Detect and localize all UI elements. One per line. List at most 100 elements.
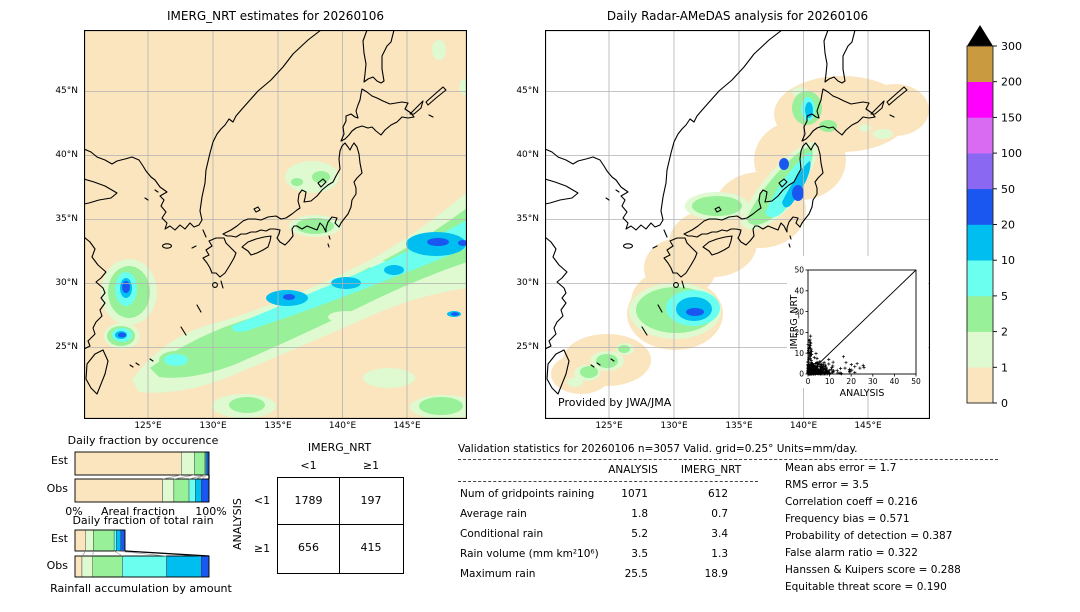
svg-text:50: 50 xyxy=(1001,183,1015,196)
stat-row-imerg: 1.3 xyxy=(711,548,728,560)
rmap-ytick: 45°N xyxy=(516,85,539,96)
rmap-ytick: 35°N xyxy=(516,213,539,224)
rmap-xtick: 125°E xyxy=(595,421,623,431)
stat-row-imerg: 18.9 xyxy=(704,568,728,580)
rmap-xtick: 145°E xyxy=(854,421,882,431)
svg-text:0: 0 xyxy=(806,377,811,386)
stat-row-imerg: 612 xyxy=(707,488,728,500)
lmap-ytick: 40°N xyxy=(55,149,78,160)
contingency-row-header: ANALYSIS xyxy=(231,498,244,551)
svg-text:2: 2 xyxy=(1001,326,1008,339)
svg-text:10: 10 xyxy=(1001,254,1015,267)
occurrence-x0-label: 0% xyxy=(65,505,83,518)
total-rain-bars xyxy=(74,529,210,578)
radar-amedas-map: 0 10 20 30 40 50 0 10 20 30 40 50 ANALYSIS IMERG_NR… xyxy=(545,30,930,419)
lmap-ytick: 45°N xyxy=(55,85,78,96)
score-line: Equitable threat score = 0.190 xyxy=(785,581,947,593)
occurrence-row-label-obs: Obs xyxy=(46,482,68,495)
right-map-title: Daily Radar-AMeDAS analysis for 20260106 xyxy=(606,9,869,23)
svg-text:150: 150 xyxy=(1001,111,1022,124)
contingency-col-label-ge1: ≥1 xyxy=(362,459,380,472)
contingency-col-label-lt1: <1 xyxy=(300,459,317,472)
svg-text:100: 100 xyxy=(1001,147,1022,160)
svg-text:0: 0 xyxy=(1001,397,1008,410)
lmap-ytick: 30°N xyxy=(55,277,78,288)
score-line: Hanssen & Kuipers score = 0.288 xyxy=(785,564,961,576)
stat-row-analysis: 1071 xyxy=(621,488,648,500)
svg-text:20: 20 xyxy=(846,377,856,386)
lmap-xtick: 135°E xyxy=(264,421,292,431)
score-line: False alarm ratio = 0.322 xyxy=(785,547,918,559)
stat-row-analysis: 1.8 xyxy=(631,508,648,520)
scatter-inset: 0 10 20 30 40 50 0 10 20 30 40 50 ANALYSIS IMERG_NR… xyxy=(787,256,928,399)
contingency-col-header: IMERG_NRT xyxy=(307,441,372,454)
rmap-xtick: 130°E xyxy=(660,421,688,431)
svg-text:1: 1 xyxy=(1001,361,1008,374)
stat-row-analysis: 3.5 xyxy=(631,548,648,560)
inset-ylabel: IMERG_NRT xyxy=(789,295,800,350)
lmap-xtick: 145°E xyxy=(393,421,421,431)
score-line: Frequency bias = 0.571 xyxy=(785,513,910,525)
scatter-axes-ticks: 0 10 20 30 40 50 0 10 20 30 40 50 xyxy=(794,266,921,386)
contingency-cell-miss: 656 xyxy=(298,541,319,554)
stat-row-imerg: 0.7 xyxy=(711,508,728,520)
right-map-gridlines xyxy=(545,30,930,419)
left-map-title: IMERG_NRT estimates for 20260106 xyxy=(167,9,384,23)
analysis-col-header: ANALYSIS xyxy=(608,464,658,476)
total-rain-row-label-obs: Obs xyxy=(46,559,68,572)
imerg-col-header: IMERG_NRT xyxy=(680,464,742,476)
rmap-ytick: 40°N xyxy=(516,149,539,160)
score-line: Correlation coeff = 0.216 xyxy=(785,496,918,508)
lmap-ytick: 25°N xyxy=(55,341,78,352)
credit-text: Provided by JWA/JMA xyxy=(558,396,672,409)
occurrence-chart-title: Daily fraction by occurence xyxy=(67,434,219,447)
stat-row-label: Rain volume (mm km²10⁶) xyxy=(460,548,599,560)
svg-text:40: 40 xyxy=(794,287,804,296)
rmap-xtick: 140°E xyxy=(789,421,818,431)
rmap-ytick: 25°N xyxy=(516,341,539,352)
occurrence-chart: Daily fraction by occurence Est Obs 0% A… xyxy=(28,434,254,518)
total-rain-footer: Rainfall accumulation by amount xyxy=(50,582,232,595)
lmap-ytick: 35°N xyxy=(55,213,78,224)
validation-title: Validation statistics for 20260106 n=305… xyxy=(458,443,858,455)
total-rain-row-label-est: Est xyxy=(51,532,68,545)
stat-row-analysis: 25.5 xyxy=(624,568,648,580)
svg-text:300: 300 xyxy=(1001,40,1022,53)
svg-text:0: 0 xyxy=(799,370,804,379)
occurrence-row-label-est: Est xyxy=(51,454,68,467)
total-rain-chart: Daily fraction of total rain Est Obs Rai… xyxy=(28,514,254,600)
lmap-xtick: 125°E xyxy=(134,421,162,431)
imerg-map xyxy=(84,30,467,419)
svg-text:10: 10 xyxy=(794,349,804,358)
score-line: Probability of detection = 0.387 xyxy=(785,530,953,542)
contingency-row-label-ge1: ≥1 xyxy=(253,542,271,555)
contingency-cell-false-alarm: 197 xyxy=(360,494,382,507)
inset-xlabel: ANALYSIS xyxy=(840,388,885,399)
stat-row-imerg: 3.4 xyxy=(711,528,728,540)
rmap-xtick: 135°E xyxy=(725,421,753,431)
contingency-cell-hits-none: 1789 xyxy=(294,494,323,507)
svg-text:20: 20 xyxy=(794,328,804,337)
occurrence-bars xyxy=(74,451,210,503)
imerg-precip-shading xyxy=(101,40,467,419)
svg-text:40: 40 xyxy=(890,377,900,386)
scatter-points xyxy=(806,334,866,376)
svg-text:20: 20 xyxy=(1001,219,1015,232)
score-line: RMS error = 3.5 xyxy=(785,479,869,491)
occurrence-xlabel: Areal fraction xyxy=(100,505,176,518)
stat-row-label: Num of gridpoints raining xyxy=(460,488,595,500)
svg-text:200: 200 xyxy=(1001,76,1022,89)
contingency-row-label-lt1: <1 xyxy=(253,494,271,507)
divider-header xyxy=(458,481,758,482)
svg-text:50: 50 xyxy=(794,266,804,275)
svg-text:30: 30 xyxy=(868,377,878,386)
total-rain-chart-title: Daily fraction of total rain xyxy=(72,514,214,527)
divider-top xyxy=(458,459,998,460)
stat-row-label: Average rain xyxy=(460,508,527,520)
score-line: Mean abs error = 1.7 xyxy=(785,462,897,474)
lmap-xtick: 130°E xyxy=(199,421,227,431)
occurrence-x100-label: 100% xyxy=(195,505,227,518)
stat-row-label: Maximum rain xyxy=(460,568,536,580)
